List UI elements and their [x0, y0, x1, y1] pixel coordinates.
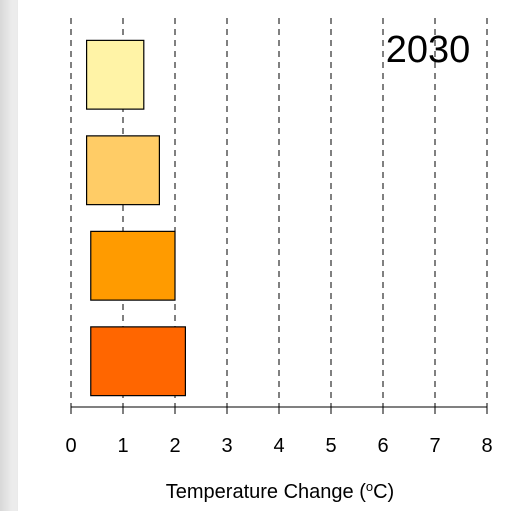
bar-4 — [90, 326, 187, 397]
x-axis-label-main: Temperature Change ( — [166, 481, 366, 503]
chart-title: 2030 — [386, 29, 471, 71]
x-axis-label-unit: C) — [373, 481, 394, 503]
bar-3 — [90, 230, 176, 301]
tick-label-3: 3 — [221, 435, 232, 457]
tick-label-7: 7 — [429, 435, 440, 457]
tick-label-6: 6 — [377, 435, 388, 457]
tick-label-0: 0 — [65, 435, 76, 457]
tick-label-1: 1 — [117, 435, 128, 457]
tick-label-2: 2 — [169, 435, 180, 457]
tick-label-5: 5 — [325, 435, 336, 457]
tick-label-8: 8 — [481, 435, 492, 457]
x-axis-ticks: 0 1 2 3 4 5 6 7 8 — [65, 407, 493, 457]
x-axis-label: Temperature Change (oC) — [166, 479, 394, 504]
bar-2 — [85, 135, 161, 206]
x-axis-label-degree: o — [366, 479, 373, 494]
tick-label-4: 4 — [273, 435, 284, 457]
bars — [85, 39, 187, 397]
bar-1 — [85, 39, 145, 110]
